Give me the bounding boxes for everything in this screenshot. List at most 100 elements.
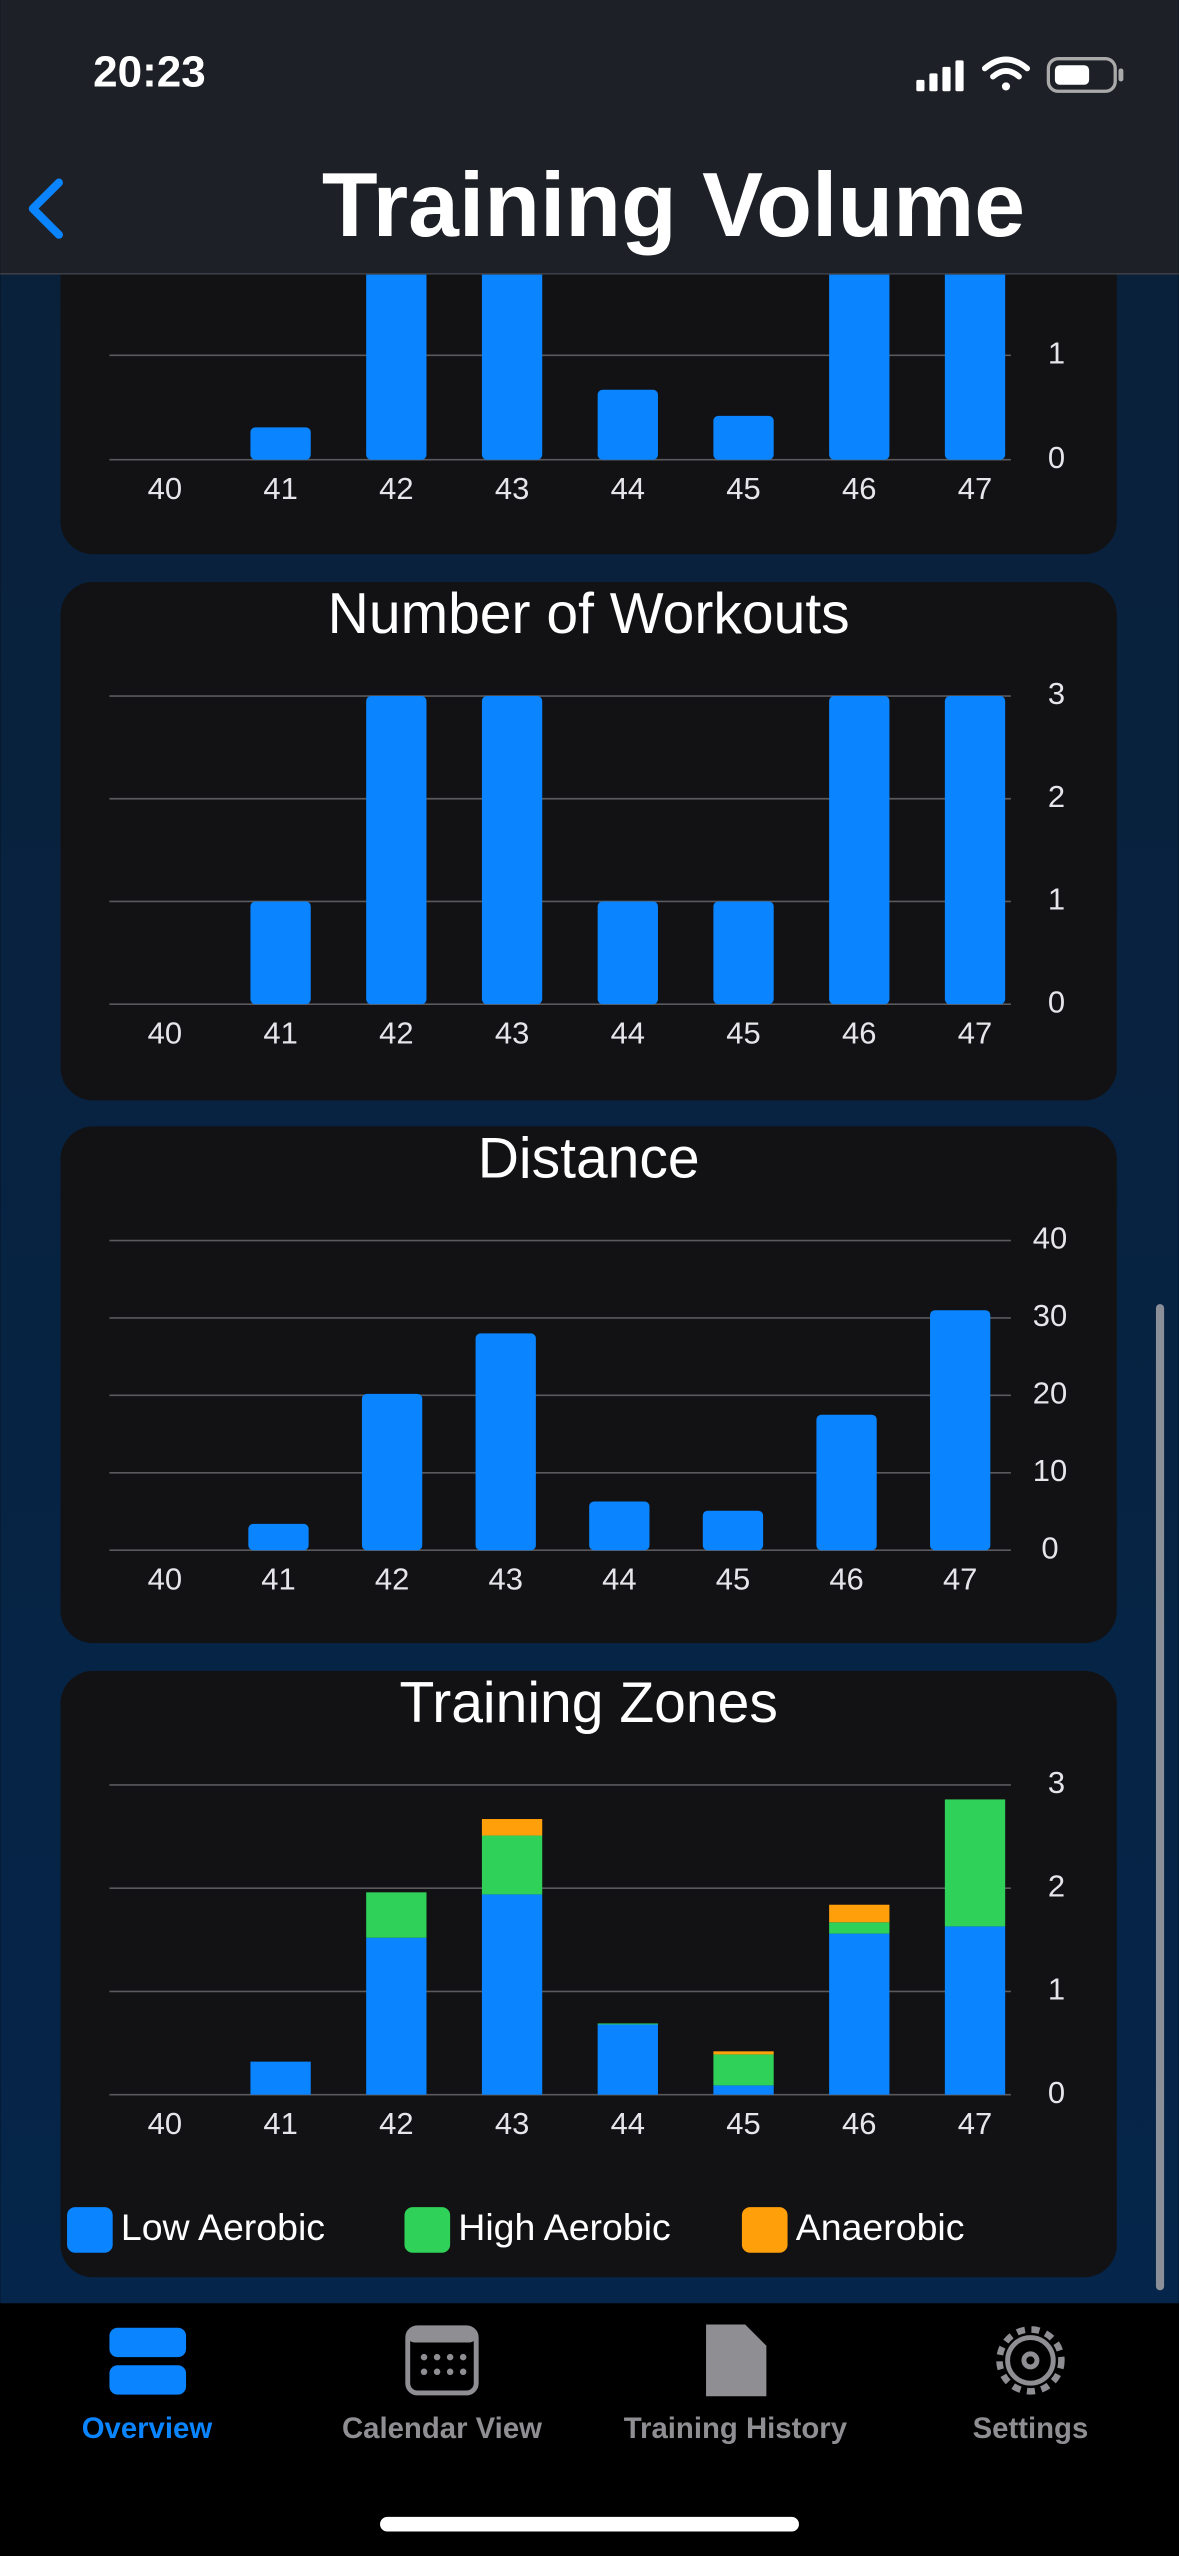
bar-segment	[481, 1894, 543, 2095]
bar	[829, 696, 890, 1005]
chart-title: Number of Workouts	[328, 582, 850, 646]
legend-swatch	[67, 2207, 113, 2253]
status-time: 20:23	[93, 48, 206, 97]
x-tick-label: 44	[611, 471, 645, 506]
bar	[816, 1414, 877, 1551]
bar	[597, 389, 658, 460]
history-icon	[706, 2324, 767, 2397]
battery-icon	[1046, 57, 1124, 93]
x-tick-label: 40	[148, 471, 182, 506]
y-tick-label: 2	[1048, 1868, 1065, 1903]
bar	[250, 901, 311, 1005]
y-tick-label: 3	[1048, 1765, 1065, 1800]
x-tick-label: 42	[379, 2106, 413, 2141]
x-tick-label: 41	[261, 1561, 295, 1596]
x-tick-label: 42	[379, 1015, 413, 1050]
settings-icon	[996, 2326, 1065, 2395]
legend-swatch	[741, 2207, 788, 2253]
x-tick-label: 46	[829, 1561, 863, 1596]
overview-icon	[109, 2327, 187, 2395]
header-bar	[0, 0, 1179, 274]
bar-segment	[829, 1904, 890, 1923]
legend-label: Low Aerobic	[121, 2206, 325, 2248]
bar-segment	[713, 2085, 774, 2095]
page-title: Training Volume	[322, 154, 1025, 256]
chart-title: Distance	[478, 1126, 700, 1190]
scrollbar	[1155, 1304, 1165, 2291]
y-tick-label: 2	[1048, 779, 1065, 814]
bar	[713, 415, 774, 460]
x-tick-label: 45	[726, 2106, 760, 2141]
x-tick-label: 47	[958, 471, 992, 506]
bar-segment	[829, 1933, 890, 2095]
home-indicator	[380, 2516, 799, 2532]
y-tick-label: 40	[1033, 1221, 1067, 1256]
y-tick-label: 1	[1048, 336, 1065, 371]
y-tick-label: 1	[1048, 882, 1065, 917]
bar	[248, 1523, 309, 1551]
bar-segment	[481, 1819, 543, 1836]
legend-label: Anaerobic	[796, 2206, 965, 2248]
tab-label[interactable]: Overview	[82, 2412, 213, 2445]
x-tick-label: 46	[842, 1015, 876, 1050]
tab-bar-background	[0, 2303, 1179, 2556]
x-tick-label: 43	[495, 2106, 529, 2141]
x-tick-label: 42	[379, 471, 413, 506]
tab-bar: Overview Calendar View Training History Set…	[0, 2303, 1179, 2556]
tab-labels: Overview Calendar View Training History Set…	[82, 2412, 1089, 2445]
bar-segment	[366, 1937, 427, 2095]
x-tick-label: 46	[842, 471, 876, 506]
legend-swatch	[404, 2207, 451, 2253]
x-tick-label: 47	[958, 2106, 992, 2141]
x-tick-label: 43	[495, 1015, 529, 1050]
x-tick-label: 42	[375, 1561, 409, 1596]
y-tick-label: 0	[1048, 440, 1065, 475]
chart: Number of Workouts 0 1 2 3 40 41 42 43 44 45 46 47	[60, 582, 1117, 1101]
bar-segment	[597, 2023, 658, 2025]
x-tick-label: 40	[148, 2106, 182, 2141]
bar	[597, 901, 658, 1005]
x-tick-label: 43	[488, 1561, 522, 1596]
chart-list: 0 1 40 41 42 43 44 45 46 47 Number of Workouts 0 1 2 3…	[60, 0, 1117, 2278]
bar	[944, 696, 1006, 1005]
bar-segment	[250, 2061, 311, 2095]
wifi-icon	[981, 56, 1031, 91]
bar	[702, 1510, 764, 1551]
bar	[930, 1310, 991, 1551]
y-tick-label: 0	[1041, 1530, 1058, 1565]
bar	[366, 255, 427, 460]
x-tick-label: 45	[726, 1015, 760, 1050]
bar-segment	[481, 1835, 543, 1895]
x-tick-label: 46	[842, 2106, 876, 2141]
tab-label[interactable]: Settings	[973, 2412, 1089, 2445]
tab-label[interactable]: Calendar View	[342, 2412, 542, 2445]
bar	[481, 696, 543, 1005]
tab-label[interactable]: Training History	[624, 2412, 848, 2445]
x-tick-label: 40	[148, 1561, 182, 1596]
y-tick-label: 20	[1033, 1376, 1067, 1411]
y-tick-label: 0	[1048, 984, 1065, 1019]
chart: Distance 0 10 20 30 40 40 41 42 43 44 45 46 47	[60, 1126, 1117, 1644]
x-tick-label: 41	[263, 471, 297, 506]
bar-segment	[944, 1799, 1006, 1927]
x-tick-label: 43	[495, 471, 529, 506]
bar	[713, 901, 774, 1005]
y-tick-label: 10	[1033, 1453, 1067, 1488]
x-tick-label: 44	[611, 1015, 645, 1050]
bar-segment	[829, 1922, 890, 1934]
y-tick-label: 1	[1048, 1972, 1065, 2007]
x-tick-label: 47	[943, 1561, 977, 1596]
bar	[829, 267, 890, 460]
bar	[361, 1393, 423, 1551]
header: 20:23 Training Volume	[0, 0, 1179, 275]
bar-segment	[713, 2054, 774, 2086]
back-button[interactable]	[28, 178, 63, 239]
signal-icon	[916, 60, 964, 92]
calendar-icon	[405, 2325, 479, 2396]
x-tick-label: 47	[958, 1015, 992, 1050]
bar-segment	[366, 1892, 427, 1938]
bar	[250, 427, 311, 460]
bar-segment	[713, 2051, 774, 2055]
bar	[589, 1501, 650, 1551]
y-tick-label: 3	[1048, 676, 1065, 711]
